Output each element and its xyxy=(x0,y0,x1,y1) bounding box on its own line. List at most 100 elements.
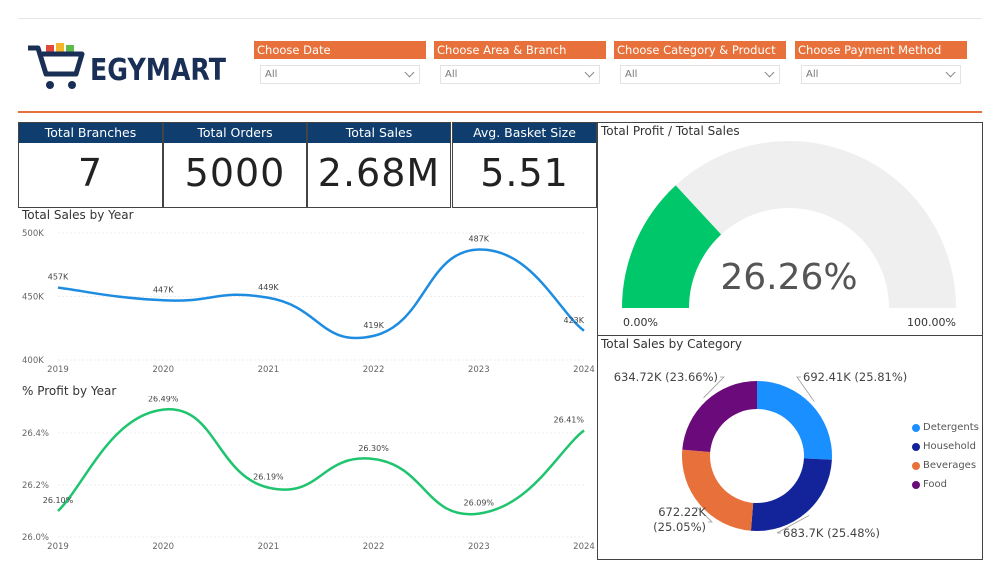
x-tick-label: 2023 xyxy=(468,542,490,552)
kpi-total-sales: Total Sales 2.68M xyxy=(307,122,451,208)
donut-title: Total Sales by Category xyxy=(601,337,742,351)
kpi-label: Total Orders xyxy=(164,123,306,143)
x-tick-label: 2023 xyxy=(468,365,490,375)
data-label: 457K xyxy=(48,273,69,282)
leader-line xyxy=(776,515,810,534)
profit-ratio-gauge: 26.26% 0.00% 100.00% xyxy=(622,141,956,329)
kpi-avg-basket-size: Avg. Basket Size 5.51 xyxy=(452,122,597,208)
kpi-value: 2.68M xyxy=(317,151,441,195)
legend-item-food[interactable]: Food xyxy=(912,475,979,494)
y-tick-label: 26.2% xyxy=(22,481,49,491)
donut-slice-household xyxy=(750,458,832,531)
category-product-slicer[interactable]: Choose Category & Product All xyxy=(614,41,786,84)
legend-label: Beverages xyxy=(923,460,977,471)
slicer-title: Choose Payment Method xyxy=(795,41,967,59)
slicer-title: Choose Category & Product xyxy=(614,41,786,59)
data-label: 447K xyxy=(153,285,174,294)
legend-dot-icon xyxy=(912,461,920,470)
category-panel: Total Sales by Category xyxy=(597,335,983,560)
category-product-dropdown[interactable]: All xyxy=(620,65,780,84)
y-tick-label: 26.0% xyxy=(22,533,49,543)
donut-legend: Detergents Household Beverages Food xyxy=(912,418,979,494)
y-tick-label: 450K xyxy=(22,293,44,303)
gauge-title: Total Profit / Total Sales xyxy=(601,124,740,138)
y-tick-label: 400K xyxy=(22,356,44,366)
sales-by-year-chart: 400K 450K 500K 2019 2020 2021 2022 2023 2024 457K… xyxy=(22,229,595,375)
gauge-min-label: 0.00% xyxy=(623,316,658,329)
data-label: 419K xyxy=(363,321,384,330)
chevron-down-icon xyxy=(764,67,775,78)
x-tick-label: 2021 xyxy=(258,365,280,375)
x-tick-label: 2021 xyxy=(258,542,280,552)
sales-by-category-donut: 692.41K (25.81%) 683.7K (25.48%) 672.22K(2… xyxy=(614,370,908,540)
y-tick-label: 26.4% xyxy=(22,429,49,439)
payment-method-dropdown[interactable]: All xyxy=(801,65,961,84)
dropdown-value: All xyxy=(806,69,819,80)
y-tick-label: 500K xyxy=(22,229,44,239)
slicer-title: Choose Date xyxy=(254,41,426,59)
series-line xyxy=(57,248,585,340)
area-branch-slicer[interactable]: Choose Area & Branch All xyxy=(434,41,606,84)
x-tick-label: 2020 xyxy=(152,365,174,375)
chevron-down-icon xyxy=(584,67,595,78)
legend-item-beverages[interactable]: Beverages xyxy=(912,456,979,475)
gauge-value: 26.26% xyxy=(720,257,857,298)
data-label: 423K xyxy=(563,316,584,325)
dropdown-value: All xyxy=(625,69,638,80)
chevron-down-icon xyxy=(945,67,956,78)
data-label: 487K xyxy=(469,235,490,244)
donut-slice-beverages xyxy=(682,449,754,531)
donut-slice-detergents xyxy=(757,381,832,460)
kpi-value: 5000 xyxy=(184,151,286,195)
egymart-logo: EGYMART xyxy=(28,43,226,89)
dropdown-value: All xyxy=(265,69,278,80)
gauge-track xyxy=(622,141,956,308)
x-tick-label: 2019 xyxy=(47,365,69,375)
kpi-total-branches: Total Branches 7 xyxy=(18,122,163,208)
legend-item-household[interactable]: Household xyxy=(912,437,979,456)
leader-line xyxy=(696,506,713,523)
kpi-label: Avg. Basket Size xyxy=(453,123,596,143)
gauge-fill xyxy=(622,185,722,308)
data-label: 26.49% xyxy=(148,396,179,404)
legend-label: Food xyxy=(923,479,947,490)
legend-label: Detergents xyxy=(923,422,979,433)
profit-chart-title: % Profit by Year xyxy=(22,384,117,398)
legend-dot-icon xyxy=(912,480,920,489)
kpi-label: Total Branches xyxy=(19,123,162,143)
series-line xyxy=(57,408,585,516)
data-label: 26.41% xyxy=(553,415,584,424)
donut-data-label: 683.7K (25.48%) xyxy=(783,526,880,540)
legend-label: Household xyxy=(923,441,976,452)
donut-data-label: 634.72K (23.66%) xyxy=(614,370,718,384)
area-branch-dropdown[interactable]: All xyxy=(440,65,600,84)
profit-by-year-chart: 26.0% 26.2% 26.4% 2019 2020 2021 2022 2023 2024 2… xyxy=(22,396,595,552)
donut-slice-food xyxy=(682,381,757,453)
date-dropdown[interactable]: All xyxy=(260,65,420,84)
data-label: 26.30% xyxy=(358,444,389,453)
kpi-value: 7 xyxy=(77,151,104,195)
x-tick-label: 2022 xyxy=(363,542,385,552)
donut-data-label: 672.22K xyxy=(658,505,706,519)
legend-dot-icon xyxy=(912,423,920,432)
kpi-label: Total Sales xyxy=(308,123,450,143)
data-label: 26.09% xyxy=(464,499,495,508)
top-border xyxy=(18,18,982,19)
leader-line xyxy=(796,376,815,402)
date-slicer[interactable]: Choose Date All xyxy=(254,41,426,84)
chevron-down-icon xyxy=(404,67,415,78)
leader-line xyxy=(703,376,725,399)
x-tick-label: 2024 xyxy=(573,365,595,375)
payment-method-slicer[interactable]: Choose Payment Method All xyxy=(795,41,967,84)
kpi-total-orders: Total Orders 5000 xyxy=(163,122,307,208)
sales-chart-title: Total Sales by Year xyxy=(22,208,134,222)
slicer-title: Choose Area & Branch xyxy=(434,41,606,59)
gauge-max-label: 100.00% xyxy=(907,316,956,329)
x-tick-label: 2022 xyxy=(363,365,385,375)
dropdown-value: All xyxy=(445,69,458,80)
data-label: 449K xyxy=(258,283,279,292)
data-label: 26.10% xyxy=(43,496,74,505)
legend-item-detergents[interactable]: Detergents xyxy=(912,418,979,437)
kpi-value: 5.51 xyxy=(480,151,569,195)
header-divider xyxy=(18,111,982,113)
